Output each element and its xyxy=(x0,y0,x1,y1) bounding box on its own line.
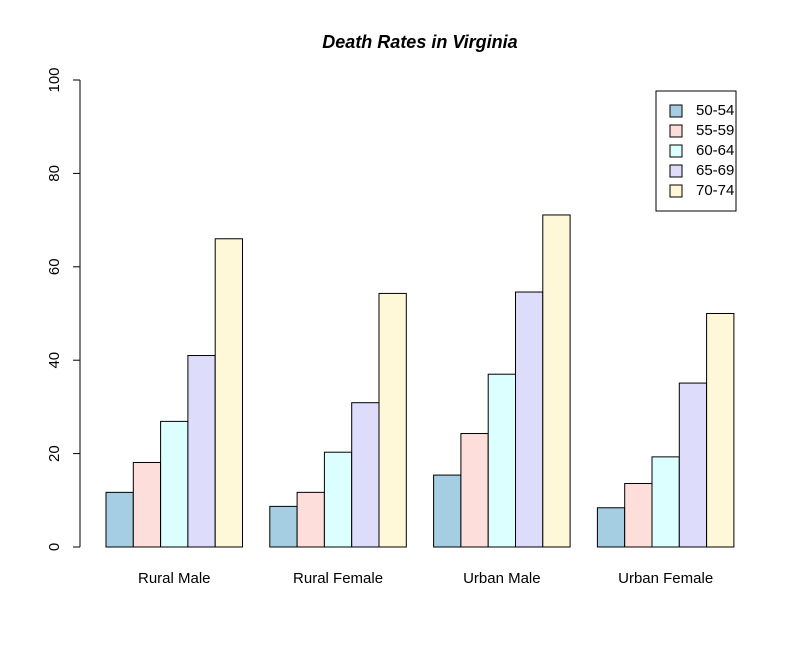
y-tick-label: 80 xyxy=(46,165,63,182)
bar-rural-male-70-74 xyxy=(214,238,243,548)
legend-label: 60-64 xyxy=(696,142,734,159)
legend-label: 70-74 xyxy=(696,182,734,199)
category-label: Urban Female xyxy=(618,570,713,587)
bar-rural-male-50-54 xyxy=(105,491,134,548)
bar-urban-female-55-59 xyxy=(624,482,653,548)
y-tick-label: 0 xyxy=(46,543,63,551)
bar-rural-female-55-59 xyxy=(296,491,325,548)
y-tick-label: 40 xyxy=(46,352,63,369)
bar-rural-female-50-54 xyxy=(269,505,298,548)
bar-urban-male-70-74 xyxy=(542,214,571,548)
bar-urban-male-55-59 xyxy=(460,433,489,548)
legend-label: 55-59 xyxy=(696,122,734,139)
legend: 50-54 55-59 60-64 65-69 70-74 xyxy=(655,90,737,212)
bar-rural-female-60-64 xyxy=(323,451,353,548)
bar-urban-female-65-69 xyxy=(678,382,708,548)
legend-swatch xyxy=(669,124,683,138)
legend-label: 50-54 xyxy=(696,102,734,119)
bar-urban-female-50-54 xyxy=(596,507,626,548)
bar-urban-female-60-64 xyxy=(651,456,680,548)
bar-urban-male-65-69 xyxy=(515,291,544,548)
y-tick-label: 20 xyxy=(46,445,63,462)
legend-swatch xyxy=(669,164,683,178)
legend-label: 65-69 xyxy=(696,162,734,179)
category-label: Urban Male xyxy=(463,570,541,587)
legend-swatch xyxy=(669,104,683,118)
bar-rural-male-55-59 xyxy=(132,461,162,548)
bar-urban-male-60-64 xyxy=(487,373,517,548)
bars xyxy=(105,214,735,548)
bar-urban-female-70-74 xyxy=(706,313,735,548)
y-tick-label: 100 xyxy=(46,67,63,92)
category-label: Rural Male xyxy=(138,570,211,587)
bar-rural-female-70-74 xyxy=(378,292,407,548)
y-tick-label: 60 xyxy=(46,258,63,275)
bar-urban-male-50-54 xyxy=(433,474,462,548)
legend-swatch xyxy=(669,184,683,198)
legend-swatch xyxy=(669,144,683,158)
y-axis: 0 20 40 60 80 100 xyxy=(46,67,81,551)
bar-rural-female-65-69 xyxy=(351,402,380,548)
category-label: Rural Female xyxy=(293,570,383,587)
category-labels: Rural Male Rural Female Urban Male Urban Fe… xyxy=(138,570,713,587)
legend-box xyxy=(655,90,737,212)
chart-title: Death Rates in Virginia xyxy=(322,32,517,52)
bar-rural-male-60-64 xyxy=(160,420,189,548)
bar-rural-male-65-69 xyxy=(187,355,216,548)
